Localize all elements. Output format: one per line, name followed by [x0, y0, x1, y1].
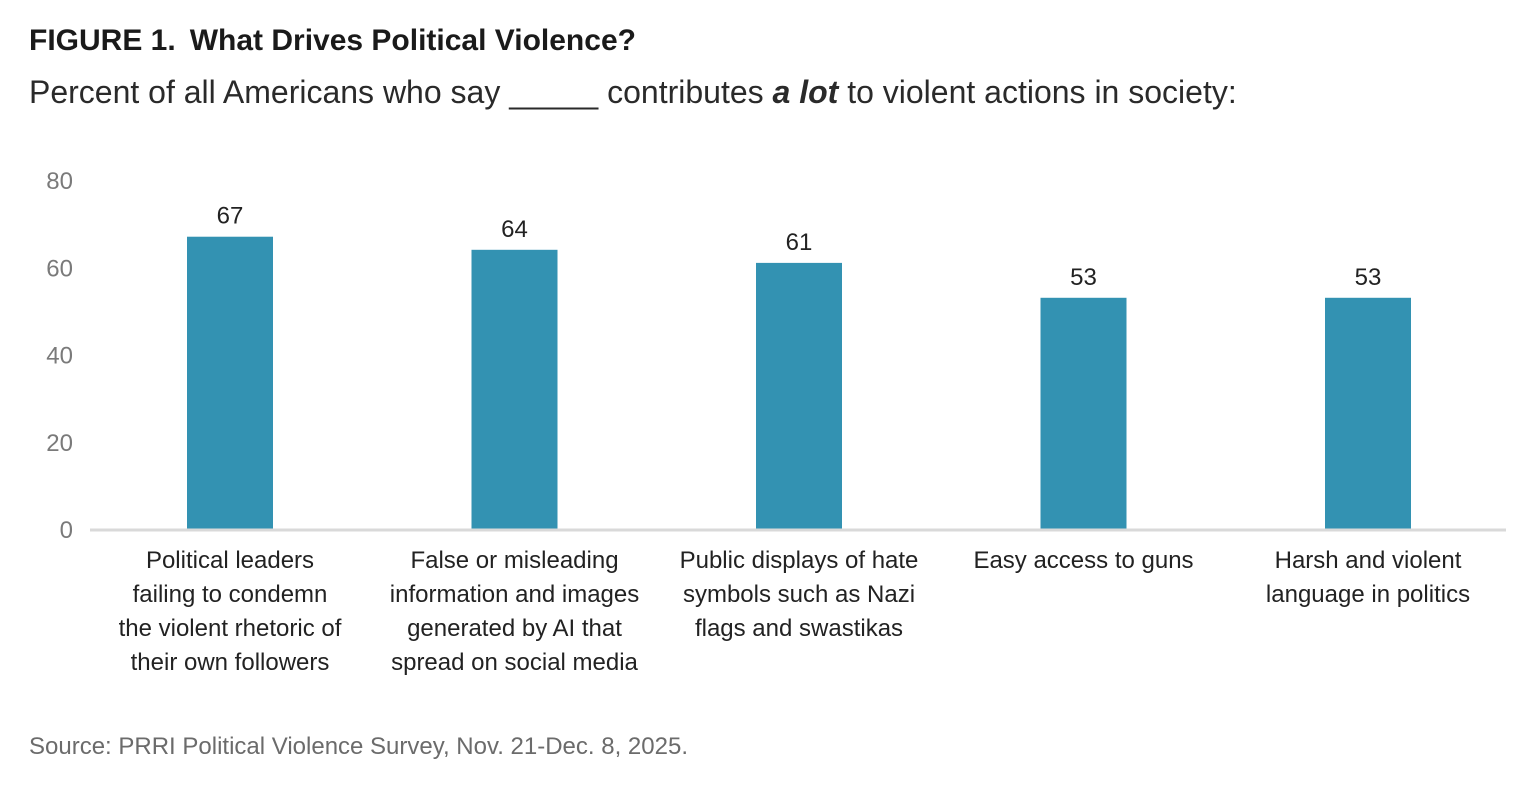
data-label: 53	[1355, 264, 1382, 291]
y-tick-label: 40	[46, 343, 73, 370]
figure-label: FIGURE 1.	[29, 24, 176, 57]
figure-title-text: What Drives Political Violence?	[189, 24, 636, 57]
x-category-label-line: their own followers	[131, 649, 330, 676]
subtitle-before: Percent of all Americans who say _____ c…	[29, 74, 773, 110]
x-category-label-line: Easy access to guns	[973, 547, 1193, 574]
y-tick-label: 20	[46, 430, 73, 457]
data-label: 64	[501, 216, 528, 243]
data-label: 61	[786, 229, 813, 256]
data-label: 67	[217, 203, 244, 230]
bar	[187, 236, 273, 529]
x-category-label: Easy access to guns	[973, 547, 1193, 574]
x-category-label-line: symbols such as Nazi	[683, 581, 915, 608]
data-label: 53	[1070, 264, 1097, 291]
y-tick-label: 0	[60, 517, 73, 544]
figure-subtitle: Percent of all Americans who say _____ c…	[29, 74, 1237, 111]
subtitle-emphasis: a lot	[772, 74, 839, 110]
x-category-label-line: False or misleading	[410, 547, 618, 574]
bar	[1325, 297, 1411, 529]
x-category-label-line: failing to condemn	[133, 581, 328, 608]
bar	[756, 262, 842, 529]
x-category-label: Public displays of hate symbols such as N…	[680, 547, 919, 642]
figure-title: FIGURE 1. What Drives Political Violence?	[29, 24, 636, 58]
x-category-label-line: the violent rhetoric of	[119, 615, 342, 642]
source-note: Source: PRRI Political Violence Survey, …	[29, 733, 688, 760]
x-category-label-line: language in politics	[1266, 581, 1470, 608]
x-category-label-line: Public displays of hate	[680, 547, 919, 574]
y-tick-label: 80	[46, 168, 73, 195]
x-category-label-line: spread on social media	[391, 649, 638, 676]
x-category-label: Political leaders failing to condemn the v…	[119, 547, 342, 676]
x-category-label: Harsh and violent language in politics	[1266, 547, 1470, 608]
x-category-label: False or misleading information and image…	[390, 547, 639, 676]
x-category-label-line: information and images	[390, 581, 639, 608]
y-tick-label: 60	[46, 255, 73, 282]
x-category-label-line: Harsh and violent	[1275, 547, 1462, 574]
x-category-label-line: generated by AI that	[407, 615, 622, 642]
x-category-label-line: flags and swastikas	[695, 615, 903, 642]
bar	[1040, 297, 1127, 529]
x-category-label-line: Political leaders	[146, 547, 314, 574]
subtitle-after: to violent actions in society:	[838, 74, 1237, 110]
bar	[471, 249, 558, 530]
